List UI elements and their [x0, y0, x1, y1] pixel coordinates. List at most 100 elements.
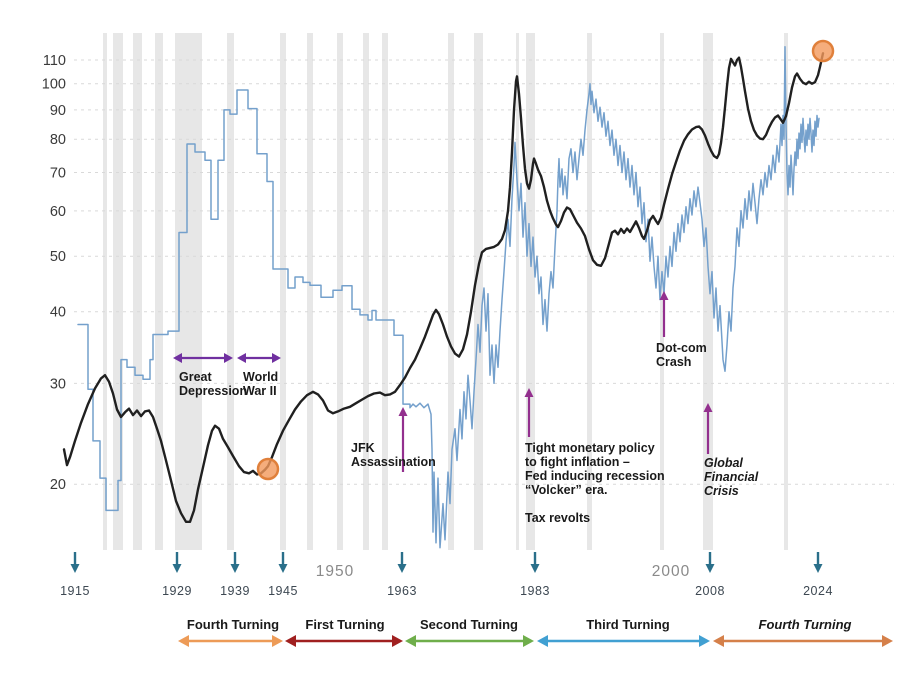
y-axis-tick-label: 110 [43, 53, 66, 69]
year-tick-arrow-head [397, 564, 407, 573]
event-label: Tight monetary policy to fight inflation … [525, 441, 665, 525]
turning-arrow-right-head [699, 635, 710, 647]
event-label-line: Crash [656, 355, 691, 369]
year-tick-label: 2024 [803, 584, 833, 598]
recession-band [382, 33, 388, 550]
up-arrow-head [524, 388, 534, 397]
span-arrow-right-head [224, 353, 233, 363]
event-label: Global Financial Crisis [704, 456, 759, 498]
x-axis: 1915 1929 1939 1945 1963 1983 2008 2024 1950 2000 [60, 552, 833, 598]
span-arrow-left-head [173, 353, 182, 363]
event-label-line: Financial [704, 470, 759, 484]
recession-band [280, 33, 286, 550]
recession-band [363, 33, 369, 550]
year-tick-label: 1983 [520, 584, 550, 598]
recession-bands [103, 33, 788, 550]
event-label: Great Depression [179, 370, 247, 398]
y-axis-tick-label: 90 [50, 103, 66, 119]
span-arrow-right-head [272, 353, 281, 363]
recession-band [474, 33, 483, 550]
event-label-line: Tight monetary policy [525, 441, 655, 455]
year-tick-label: 2008 [695, 584, 725, 598]
year-tick-arrow-head [705, 564, 715, 573]
turning-arrow-left-head [405, 635, 416, 647]
recession-band [703, 33, 713, 550]
decade-label: 1950 [316, 563, 354, 580]
event-label-line: Tax revolts [525, 511, 590, 525]
recession-band [155, 33, 163, 550]
event-label-line: Assassination [351, 455, 436, 469]
recession-band [660, 33, 664, 550]
up-arrow-head [398, 407, 408, 416]
year-tick-arrow-head [530, 564, 540, 573]
turning-label: First Turning [305, 617, 384, 632]
year-tick-label: 1939 [220, 584, 250, 598]
recession-band [526, 33, 535, 550]
event-label-line: World [243, 370, 278, 384]
year-tick-arrow-head [813, 564, 823, 573]
event-label-line: “Volcker” era. [525, 483, 607, 497]
turning-arrow-left-head [285, 635, 296, 647]
turning-arrow-right-head [392, 635, 403, 647]
event-label-line: to fight inflation – [525, 455, 630, 469]
span-arrow-left-head [237, 353, 246, 363]
turning-arrow-left-head [178, 635, 189, 647]
event-volcker-tight-money: Tight monetary policy to fight inflation … [524, 388, 665, 525]
turning-label: Second Turning [420, 617, 518, 632]
event-jfk-assassination: JFK Assassination [351, 407, 436, 472]
y-axis-tick-label: 30 [50, 376, 66, 392]
turnings: Fourth Turning First Turning Second Turnin… [178, 617, 893, 647]
up-arrow-head [659, 291, 669, 300]
event-label-line: Global [704, 456, 743, 470]
turning-arrow-right-head [882, 635, 893, 647]
year-tick-arrow-head [70, 564, 80, 573]
event-label-line: War II [243, 384, 277, 398]
black-smooth-series-line [62, 52, 825, 523]
event-global-financial-crisis: Global Financial Crisis [703, 403, 759, 498]
year-tick-arrow-head [278, 564, 288, 573]
orange-circle-1945 [256, 457, 280, 481]
y-axis-tick-label: 100 [42, 77, 66, 93]
year-tick-label: 1945 [268, 584, 298, 598]
turning-5: Fourth Turning [713, 617, 893, 647]
event-label-line: Depression [179, 384, 247, 398]
up-arrow-head [703, 403, 713, 412]
recession-band [103, 33, 107, 550]
recession-band [113, 33, 123, 550]
year-tick-arrow-head [172, 564, 182, 573]
turning-arrow-left-head [537, 635, 548, 647]
y-axis-tick-label: 60 [50, 204, 66, 220]
decade-label: 2000 [652, 563, 690, 580]
gridlines: 110 100 90 80 70 60 50 40 30 20 [42, 53, 894, 493]
y-axis-tick-label: 70 [50, 165, 66, 181]
recession-band [587, 33, 592, 550]
recession-band [784, 33, 788, 550]
y-axis-tick-label: 40 [50, 305, 66, 321]
turning-4: Third Turning [537, 617, 710, 647]
turning-label: Third Turning [586, 617, 670, 632]
event-label-line: Fed inducing recession [525, 469, 665, 483]
blue-volatile-series-line [77, 46, 820, 549]
year-tick-arrow-head [230, 564, 240, 573]
orange-circle-2024 [811, 39, 835, 63]
y-axis-tick-label: 80 [50, 132, 66, 148]
turning-label: Fourth Turning [187, 617, 279, 632]
event-label-line: Crisis [704, 484, 739, 498]
recession-band [307, 33, 313, 550]
event-dot-com-crash: Dot-com Crash [656, 291, 707, 369]
turning-arrow-right-head [272, 635, 283, 647]
event-label-line: Great [179, 370, 212, 384]
recession-band [448, 33, 454, 550]
turning-3: Second Turning [405, 617, 534, 647]
recession-band [337, 33, 343, 550]
year-tick-label: 1915 [60, 584, 90, 598]
y-axis-tick-label: 20 [50, 477, 66, 493]
event-label-line: Dot-com [656, 341, 707, 355]
year-tick-label: 1963 [387, 584, 417, 598]
recession-band [227, 33, 234, 550]
event-label: Dot-com Crash [656, 341, 707, 369]
turning-label: Fourth Turning [759, 617, 852, 632]
